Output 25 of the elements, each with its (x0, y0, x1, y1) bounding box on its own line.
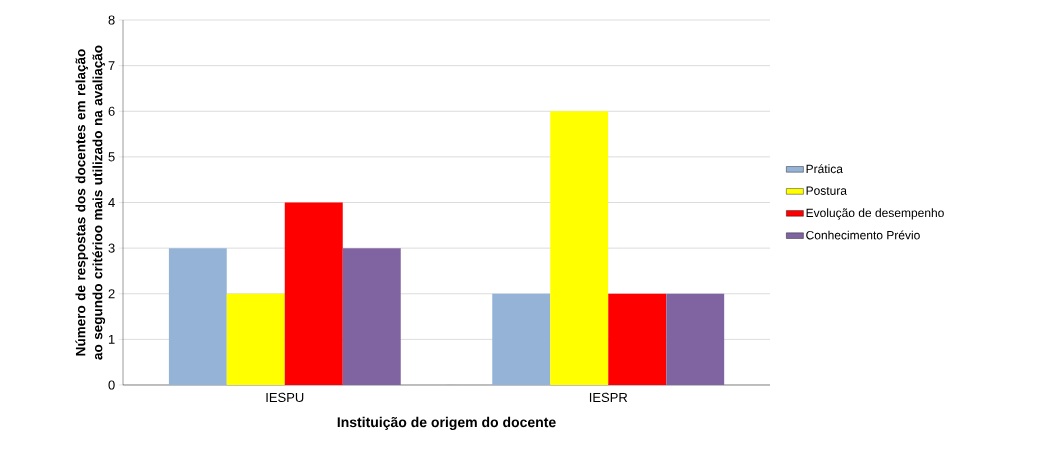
bar (284, 202, 343, 385)
y-tick-label: 5 (108, 152, 115, 162)
x-tick-label: IESPR (589, 392, 628, 402)
legend-label: Prática (806, 164, 843, 174)
bar (168, 248, 227, 385)
y-tick-label: 7 (108, 61, 115, 71)
bar (550, 111, 609, 385)
y-tick-label: 4 (108, 198, 115, 207)
legend-label: Conhecimento Prévio (806, 230, 920, 240)
bar (608, 293, 667, 385)
y-axis-title: Número de respostas dos docentes em relação ao segundo critérioo mais utilizado na avaliação (75, 45, 106, 360)
y-tick-label: 1 (108, 334, 115, 344)
y-tick-label: 2 (108, 289, 115, 299)
y-tick-label: 6 (108, 106, 115, 116)
bar (342, 248, 401, 385)
y-tick-label: 0 (108, 380, 115, 390)
x-axis-title: Instituição de origem do docente (337, 416, 556, 430)
legend-label: Postura (806, 186, 847, 195)
bar (666, 293, 725, 385)
y-tick-label: 8 (108, 15, 115, 25)
bar (226, 293, 285, 385)
x-tick-label: IESPU (266, 392, 304, 402)
legend-label: Evolução de desempenho (806, 208, 944, 220)
bar (492, 293, 551, 385)
y-tick-label: 3 (108, 243, 115, 253)
